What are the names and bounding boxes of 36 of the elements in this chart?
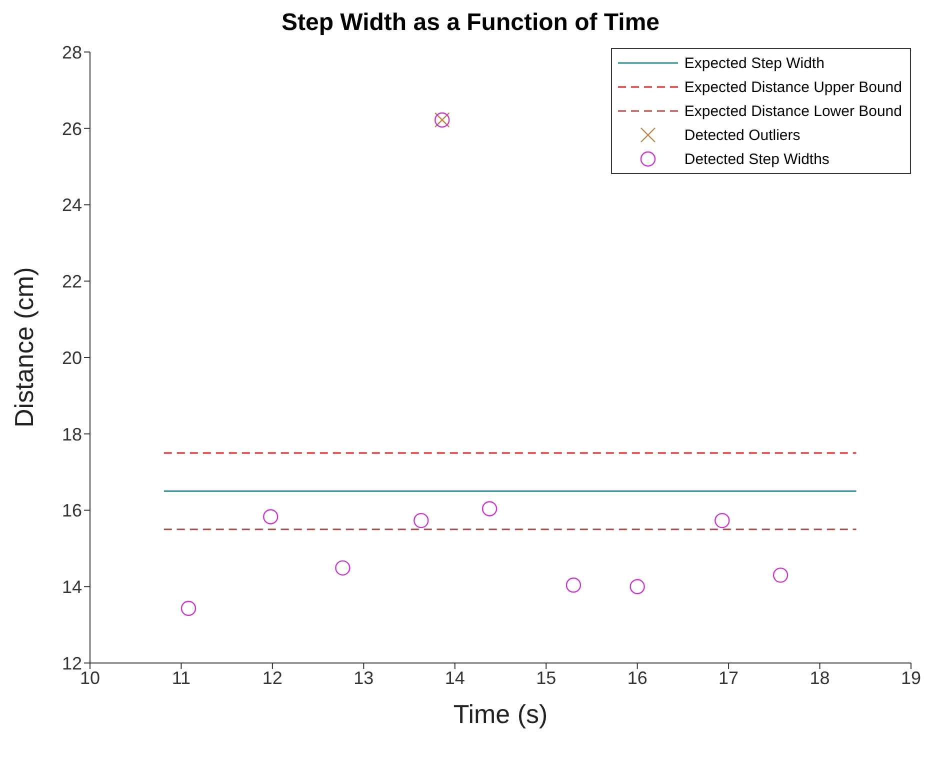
legend-label: Detected Step Widths bbox=[684, 150, 830, 168]
y-tick-label: 20 bbox=[62, 348, 82, 368]
legend-label: Expected Distance Lower Bound bbox=[684, 102, 902, 120]
y-tick-label: 22 bbox=[62, 272, 82, 292]
y-tick-label: 16 bbox=[62, 500, 82, 521]
x-tick-label: 14 bbox=[444, 668, 465, 688]
point bbox=[335, 560, 350, 576]
point bbox=[630, 579, 645, 594]
legend-label: Expected Step Width bbox=[684, 54, 824, 72]
x-tick-label: 16 bbox=[627, 668, 648, 688]
x-tick-label: 11 bbox=[172, 668, 191, 688]
y-tick-label: 24 bbox=[62, 195, 82, 216]
point bbox=[714, 512, 730, 528]
legend-label: Detected Outliers bbox=[684, 126, 800, 144]
point bbox=[263, 509, 278, 524]
x-tick-label: 10 bbox=[80, 668, 100, 688]
x-tick-label: 17 bbox=[718, 668, 739, 688]
point bbox=[482, 501, 498, 516]
y-tick-label: 12 bbox=[62, 653, 82, 674]
y-axis-title: Distance (cm) bbox=[9, 267, 40, 428]
x-tick-label: 12 bbox=[262, 668, 282, 688]
point bbox=[414, 512, 429, 528]
point bbox=[566, 577, 582, 593]
y-tick-label: 18 bbox=[62, 424, 82, 444]
chart-title: Step Width as a Function of Time bbox=[280, 8, 661, 38]
point bbox=[772, 568, 788, 583]
x-axis-title: Time (s) bbox=[453, 699, 548, 729]
x-tick-label: 19 bbox=[900, 668, 922, 688]
y-tick-label: 28 bbox=[62, 42, 82, 62]
x-tick-label: 13 bbox=[354, 668, 374, 688]
y-tick-label: 26 bbox=[62, 118, 82, 139]
y-tick-label: 14 bbox=[62, 577, 82, 598]
legend-label: Expected Distance Upper Bound bbox=[684, 78, 902, 96]
x-tick-label: 15 bbox=[536, 668, 556, 688]
x-tick-label: 18 bbox=[810, 668, 830, 688]
point bbox=[180, 600, 196, 616]
